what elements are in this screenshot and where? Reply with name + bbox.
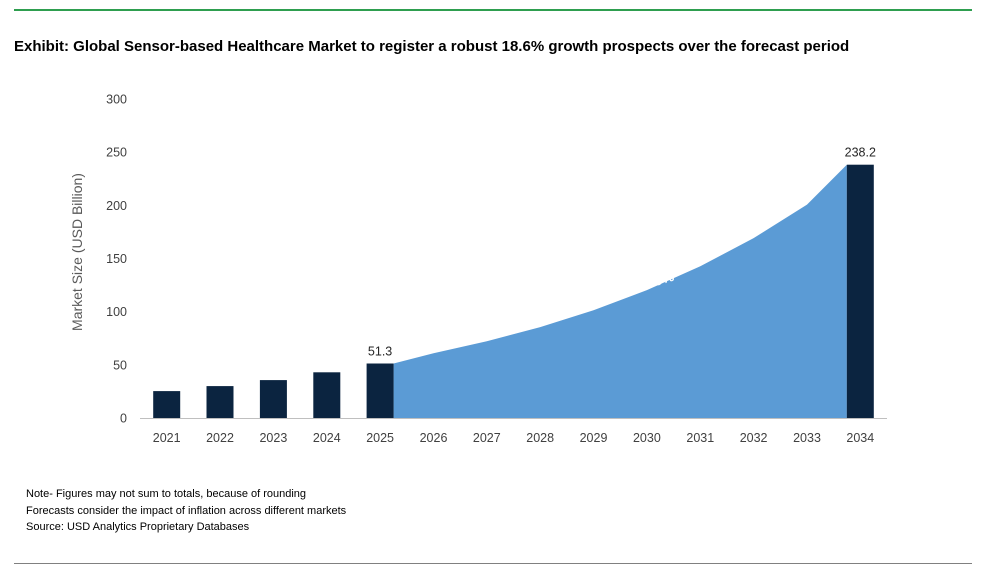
bar-2024 (313, 372, 341, 418)
forecast-area (393, 164, 847, 418)
x-tick-2028: 2028 (526, 431, 554, 445)
x-tick-2026: 2026 (420, 431, 448, 445)
data-label-2025: 51.3 (368, 345, 392, 359)
y-axis-label: Market Size (USD Billion) (69, 173, 85, 331)
bottom-rule (14, 563, 972, 564)
y-tick-250: 250 (106, 146, 127, 160)
chart-title: Exhibit: Global Sensor-based Healthcare … (14, 38, 850, 55)
x-tick-2030: 2030 (633, 431, 661, 445)
bar-2023 (259, 380, 287, 418)
note-source: Source: USD Analytics Proprietary Databa… (26, 521, 250, 533)
x-tick-2033: 2033 (793, 431, 821, 445)
y-tick-150: 150 (106, 252, 127, 266)
x-tick-2031: 2031 (686, 431, 714, 445)
x-tick-2029: 2029 (580, 431, 608, 445)
data-label-2034: 238.2 (845, 146, 876, 160)
y-tick-200: 200 (106, 199, 127, 213)
y-tick-300: 300 (106, 93, 127, 107)
x-tick-2025: 2025 (366, 431, 394, 445)
bar-2034 (846, 164, 874, 418)
bar-2025 (366, 363, 394, 418)
x-tick-2021: 2021 (153, 431, 181, 445)
bar-2022 (206, 386, 234, 418)
note-rounding: Note- Figures may not sum to totals, bec… (26, 488, 307, 500)
y-tick-50: 50 (113, 358, 127, 372)
note-inflation: Forecasts consider the impact of inflati… (26, 504, 347, 517)
bar-2021 (153, 391, 181, 418)
x-tick-2022: 2022 (206, 431, 234, 445)
top-rule (14, 9, 972, 11)
x-tick-2027: 2027 (473, 431, 501, 445)
y-tick-100: 100 (106, 305, 127, 319)
x-tick-2034: 2034 (846, 431, 874, 445)
y-tick-0: 0 (120, 412, 127, 426)
x-tick-2024: 2024 (313, 431, 341, 445)
x-tick-2023: 2023 (259, 431, 287, 445)
x-tick-2032: 2032 (740, 431, 768, 445)
chart-notes: Note- Figures may not sum to totals, bec… (26, 486, 346, 536)
